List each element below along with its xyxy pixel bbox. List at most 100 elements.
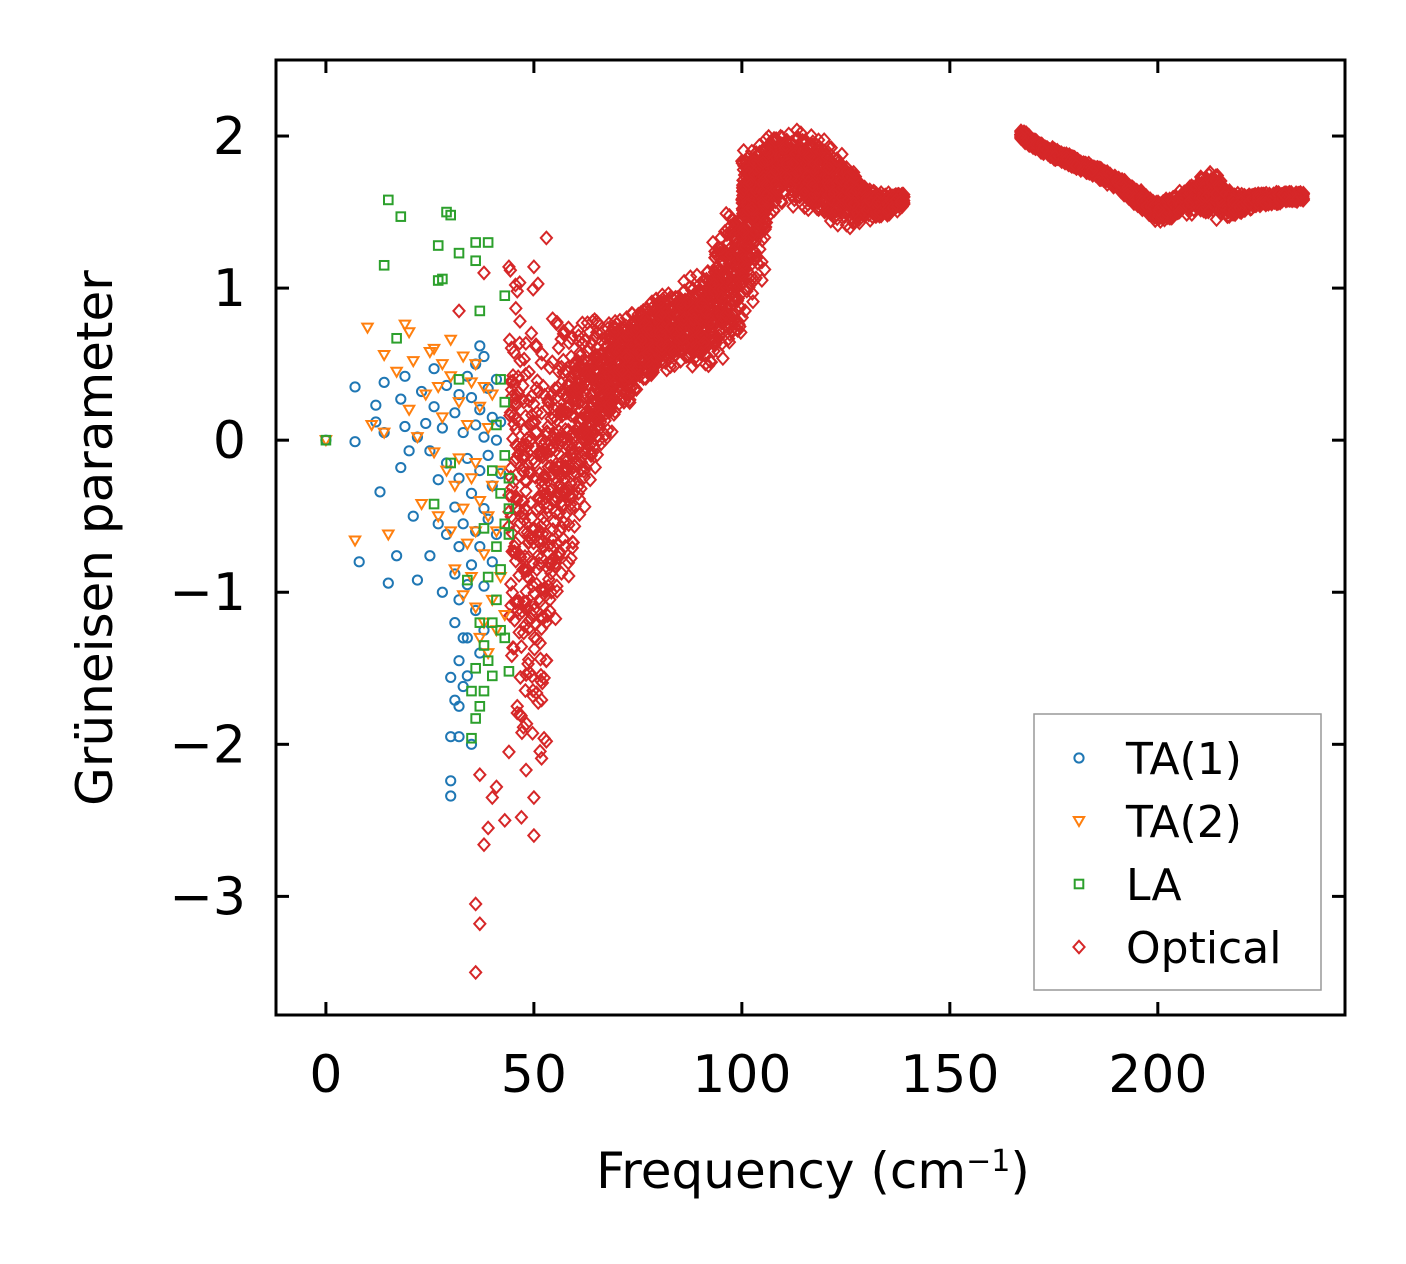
optical-band-point-0 xyxy=(512,606,527,622)
optical-band-point-2 xyxy=(821,139,836,155)
optical-band-point-2 xyxy=(893,193,908,210)
data-point xyxy=(539,230,554,246)
optical-band-point-1 xyxy=(722,256,737,272)
data-point xyxy=(481,820,496,836)
optical-band-point-0 xyxy=(527,601,541,618)
data-point xyxy=(470,662,481,674)
optical-band-point-2 xyxy=(736,158,751,174)
data-point xyxy=(470,604,482,617)
data-point xyxy=(360,322,375,335)
optical-band-point-0 xyxy=(589,324,604,341)
optical-band-point-1 xyxy=(699,304,714,320)
data-point xyxy=(457,426,469,439)
optical-band-point-1 xyxy=(738,303,753,319)
optical-band-point-3 xyxy=(1218,186,1233,202)
data-point xyxy=(370,399,382,411)
y-tick-label: 1 xyxy=(213,259,246,319)
optical-band-point-1 xyxy=(663,358,678,375)
optical-band-point-1 xyxy=(673,291,688,307)
optical-band-point-0 xyxy=(518,448,533,464)
optical-band-point-0 xyxy=(508,277,523,293)
optical-band-point-1 xyxy=(716,281,730,298)
data-point xyxy=(499,290,511,302)
y-tick-label: −3 xyxy=(169,867,246,927)
data-point xyxy=(465,487,478,499)
optical-band-point-1 xyxy=(611,396,626,412)
series-la xyxy=(320,194,515,744)
optical-band-point-2 xyxy=(783,178,798,194)
optical-band-point-0 xyxy=(527,414,542,430)
optical-band-point-1 xyxy=(654,327,669,344)
optical-band-point-1 xyxy=(723,240,738,257)
data-point xyxy=(474,700,486,712)
optical-band-point-1 xyxy=(654,347,669,363)
optical-band-point-3 xyxy=(1013,128,1028,144)
optical-band-point-0 xyxy=(533,743,548,760)
optical-band-point-1 xyxy=(654,336,669,353)
data-point xyxy=(474,305,486,317)
optical-band-point-0 xyxy=(537,580,552,596)
axis-ticks xyxy=(276,60,1345,1015)
data-point xyxy=(470,237,481,248)
optical-band-point-0 xyxy=(571,485,586,502)
data-point xyxy=(486,670,498,682)
optical-band-point-3 xyxy=(1193,202,1208,218)
optical-band-point-1 xyxy=(711,330,726,347)
optical-band-point-1 xyxy=(615,362,630,378)
data-point xyxy=(468,526,483,539)
optical-band-point-3 xyxy=(1096,170,1111,186)
optical-band-point-1 xyxy=(721,331,736,347)
optical-band-point-0 xyxy=(563,496,578,513)
data-point xyxy=(378,259,390,271)
y-tick-label: 2 xyxy=(213,107,246,167)
optical-band-point-3 xyxy=(1036,138,1051,155)
optical-band-point-0 xyxy=(536,378,551,394)
optical-band-point-3 xyxy=(1227,202,1242,218)
optical-band-point-0 xyxy=(529,561,544,578)
x-tick-label: 0 xyxy=(309,1045,342,1105)
optical-band-point-1 xyxy=(699,271,714,287)
optical-band-point-1 xyxy=(661,286,676,302)
data-point xyxy=(495,374,506,385)
data-point xyxy=(431,381,446,394)
optical-band-point-2 xyxy=(755,154,770,171)
data-point xyxy=(402,327,417,340)
optical-band-point-2 xyxy=(823,213,838,229)
optical-band-point-0 xyxy=(516,625,531,641)
data-point xyxy=(464,572,479,585)
optical-band-point-0 xyxy=(567,518,582,535)
data-point xyxy=(503,666,515,677)
optical-band-point-1 xyxy=(615,382,630,399)
optical-band-point-2 xyxy=(802,148,817,165)
data-point xyxy=(503,529,515,540)
optical-band-point-2 xyxy=(746,154,761,170)
optical-band-point-2 xyxy=(797,185,812,202)
optical-band-point-1 xyxy=(685,358,700,374)
data-point xyxy=(443,526,458,539)
optical-band-point-1 xyxy=(638,370,653,387)
optical-band-point-0 xyxy=(529,576,544,592)
data-point xyxy=(460,538,475,551)
optical-band-point-2 xyxy=(761,145,776,161)
optical-band-point-3 xyxy=(1086,159,1101,175)
data-point xyxy=(464,473,479,486)
optical-band-point-1 xyxy=(703,323,718,339)
optical-band-point-1 xyxy=(700,265,715,281)
optical-band-point-2 xyxy=(843,220,857,236)
data-point xyxy=(456,590,471,603)
optical-band-point-2 xyxy=(827,186,841,202)
optical-band-point-0 xyxy=(522,393,537,409)
optical-band-point-0 xyxy=(518,436,533,453)
optical-band-point-2 xyxy=(870,194,885,210)
optical-band-point-0 xyxy=(603,326,617,342)
optical-band-point-0 xyxy=(518,483,533,499)
data-point xyxy=(320,434,332,446)
series-ta-2- xyxy=(318,319,512,661)
optical-band-point-0 xyxy=(522,364,536,380)
data-point xyxy=(453,731,465,743)
optical-band-point-1 xyxy=(735,309,750,326)
optical-band-point-2 xyxy=(823,203,837,220)
optical-band-point-0 xyxy=(547,425,562,442)
optical-band-point-0 xyxy=(505,543,520,560)
optical-band-point-2 xyxy=(847,196,862,212)
